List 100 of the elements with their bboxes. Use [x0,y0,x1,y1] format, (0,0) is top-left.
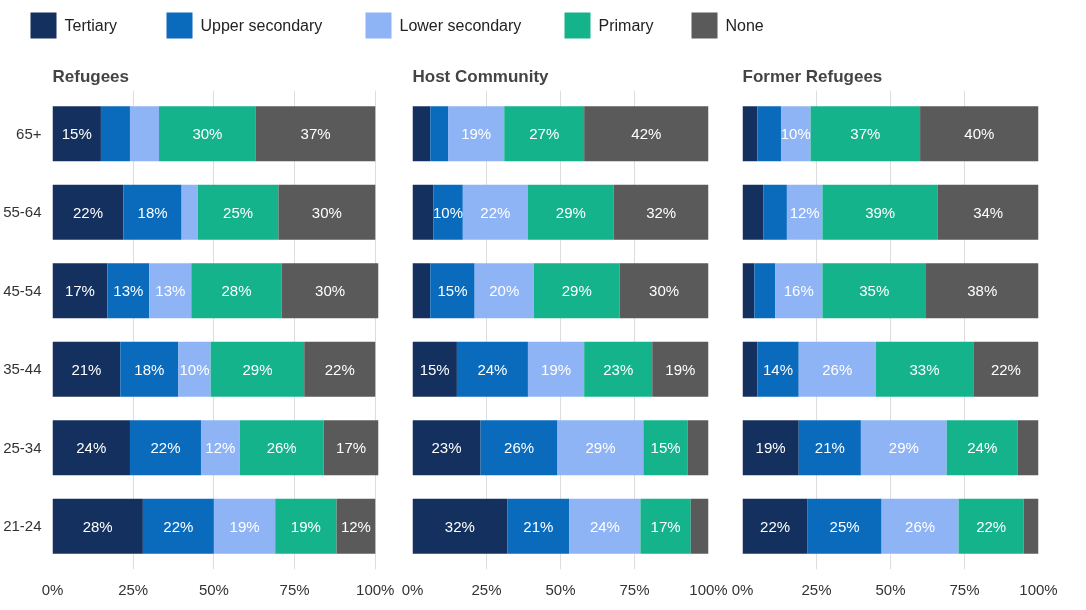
legend-label: Upper secondary [200,17,323,34]
bar [798,420,861,476]
bar [822,263,927,319]
bar [52,184,124,240]
bar [448,106,505,162]
data-label: 22% [150,439,181,457]
data-label: 13% [155,282,186,300]
data-label: 24% [967,439,998,457]
bar [742,106,758,162]
chart-title: Former Refugees [742,66,883,86]
data-label: 17% [64,282,95,300]
bar [412,263,431,319]
bar [504,106,585,162]
data-label: 22% [480,203,511,221]
bar [742,263,755,319]
data-label: 17% [336,439,367,457]
bar [474,263,534,319]
bar [200,420,240,476]
bar [786,184,823,240]
data-label: 33% [909,360,940,378]
bar [323,420,379,476]
x-tick-label: 0% [41,580,64,598]
bar [742,184,764,240]
data-label: 22% [163,517,194,535]
data-label: 19% [229,517,260,535]
x-tick-label: 75% [619,580,650,598]
data-label: 15% [437,282,468,300]
data-label: 37% [300,125,331,143]
x-tick-label: 100% [356,580,395,598]
bar [763,184,787,240]
bar [687,420,709,476]
data-label: 24% [589,517,620,535]
data-label: 32% [444,517,475,535]
data-label: 24% [477,360,508,378]
x-tick-label: 25% [471,580,502,598]
data-label: 37% [850,125,881,143]
data-label: 22% [976,517,1007,535]
bar [958,498,1024,554]
bar [129,420,201,476]
bar [810,106,921,162]
bar [822,184,938,240]
data-label: 22% [760,517,791,535]
bar [433,184,463,240]
bar [281,263,379,319]
bar [557,420,644,476]
x-tick-label: 50% [545,580,576,598]
x-tick-label: 0% [401,580,424,598]
data-label: 30% [315,282,346,300]
data-label: 29% [561,282,592,300]
data-label: 18% [137,203,168,221]
legend-label: Primary [598,17,654,34]
data-label: 15% [650,439,681,457]
data-label: 40% [964,125,995,143]
data-label: 29% [585,439,616,457]
data-label: 10% [179,360,210,378]
data-label: 39% [865,203,896,221]
bar [52,420,130,476]
bar [275,498,337,554]
data-label: 10% [780,125,811,143]
bar [569,498,641,554]
x-tick-label: 25% [118,580,149,598]
data-label: 12% [205,439,236,457]
data-label: 12% [789,203,820,221]
bar [107,263,150,319]
bar [1017,420,1039,476]
data-label: 30% [192,125,223,143]
bar [742,420,799,476]
data-label: 23% [431,439,462,457]
data-label: 19% [461,125,492,143]
data-label: 25% [223,203,254,221]
bar [123,184,182,240]
x-tick-label: 25% [801,580,832,598]
y-tick-label: 21-24 [3,517,42,535]
bar [462,184,528,240]
bar [210,341,305,397]
bar [798,341,876,397]
data-label: 22% [324,360,355,378]
data-label: 21% [71,360,102,378]
x-tick-label: 100% [689,580,728,598]
data-label: 26% [905,517,936,535]
data-label: 29% [242,360,273,378]
data-label: 13% [113,282,144,300]
bar [780,106,811,162]
data-label: 21% [523,517,554,535]
bar [120,341,179,397]
bar [973,341,1039,397]
bar [946,420,1018,476]
bar [255,106,376,162]
bar [926,263,1039,319]
data-label: 35% [859,282,890,300]
data-label: 21% [814,439,845,457]
bar [430,106,449,162]
bar [584,106,709,162]
bar [527,184,614,240]
data-label: 26% [266,439,297,457]
bar [52,341,121,397]
data-label: 34% [973,203,1004,221]
bar [742,498,808,554]
bar [336,498,376,554]
data-label: 15% [419,360,450,378]
